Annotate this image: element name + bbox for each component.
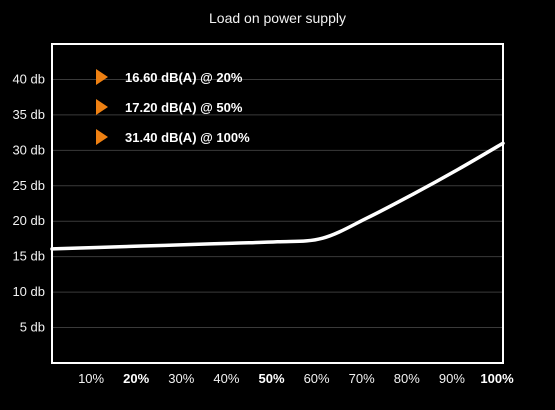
x-tick-label: 10% (78, 371, 104, 386)
x-tick-label: 90% (439, 371, 465, 386)
annotation-label: 17.20 dB(A) @ 50% (125, 100, 243, 115)
x-tick-label: 80% (394, 371, 420, 386)
annotation-label: 31.40 dB(A) @ 100% (125, 130, 250, 145)
chart-title: Load on power supply (209, 10, 346, 26)
triangle-marker-icon (96, 129, 108, 145)
y-tick-label: 35 db (12, 107, 45, 122)
y-tick-label: 25 db (12, 178, 45, 193)
x-tick-label: 30% (168, 371, 194, 386)
y-tick-label: 10 db (12, 284, 45, 299)
y-tick-label: 30 db (12, 142, 45, 157)
annotation-label: 16.60 dB(A) @ 20% (125, 70, 243, 85)
y-tick-label: 40 db (12, 71, 45, 86)
triangle-marker-icon (96, 69, 108, 85)
x-tick-label: 40% (213, 371, 239, 386)
triangle-marker-icon (96, 99, 108, 115)
x-tick-label: 100% (480, 371, 514, 386)
x-tick-label: 60% (304, 371, 330, 386)
plot-frame (51, 43, 504, 364)
x-tick-label: 50% (258, 371, 284, 386)
x-tick-label: 70% (349, 371, 375, 386)
y-tick-label: 5 db (20, 320, 45, 335)
x-tick-label: 20% (123, 371, 149, 386)
series-line (50, 141, 505, 251)
y-tick-label: 15 db (12, 249, 45, 264)
y-tick-label: 20 db (12, 213, 45, 228)
